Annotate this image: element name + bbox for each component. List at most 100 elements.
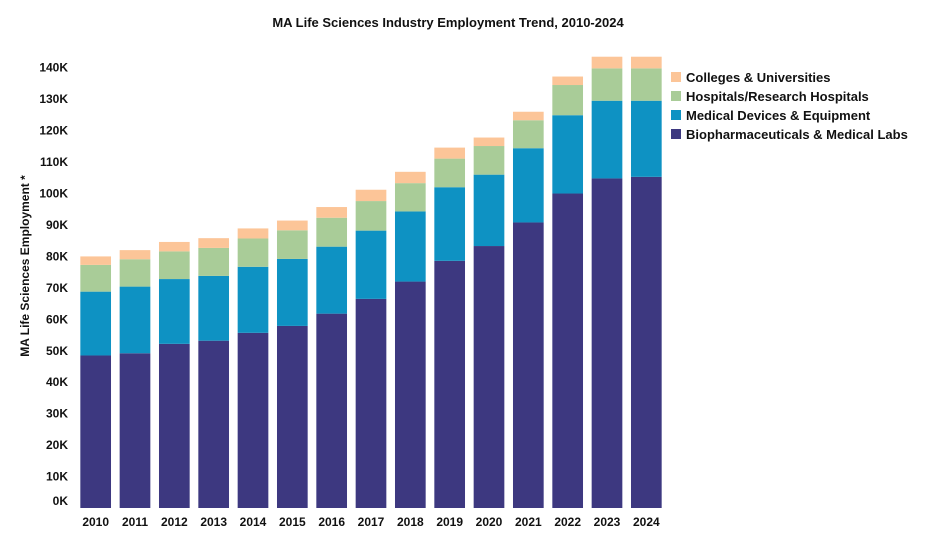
bar-segment-2-2024 — [630, 100, 662, 177]
x-tick-label: 2019 — [436, 515, 463, 529]
bar-segment-4-2012 — [158, 241, 190, 252]
x-tick-label: 2011 — [122, 515, 148, 529]
bar-segment-4-2024 — [630, 56, 662, 69]
x-tick-label: 2018 — [397, 515, 424, 529]
y-tick-label: 110K — [40, 155, 68, 169]
bar-segment-1-2024 — [630, 176, 662, 508]
x-tick-label: 2016 — [318, 515, 345, 529]
x-tick-label: 2017 — [358, 515, 385, 529]
x-tick-label: 2021 — [515, 515, 542, 529]
bar-segment-3-2021 — [512, 120, 544, 149]
y-tick-label: 120K — [39, 124, 68, 138]
bar-segment-4-2020 — [473, 137, 505, 147]
bar-segment-1-2016 — [316, 313, 348, 508]
bar-segment-1-2022 — [552, 193, 584, 508]
bar-segment-1-2017 — [355, 298, 387, 508]
bar-segment-2-2019 — [434, 187, 466, 261]
bar-segment-3-2012 — [158, 251, 190, 280]
bar-segment-1-2015 — [276, 325, 308, 508]
bar-segment-2-2018 — [394, 211, 426, 282]
x-tick-label: 2020 — [476, 515, 503, 529]
bar-segment-2-2012 — [158, 279, 190, 344]
legend-swatch — [671, 129, 681, 139]
legend-entry: Colleges & Universities — [686, 70, 831, 85]
bar-segment-2-2020 — [473, 174, 505, 247]
bar-segment-2-2013 — [198, 275, 230, 341]
bar-segment-4-2015 — [276, 220, 308, 231]
x-axis-ticks: 2010 2011 2012 2013 2014 2015 2016 2017 2018 2019… — [82, 515, 660, 529]
x-tick-label: 2015 — [279, 515, 306, 529]
legend-swatch — [671, 91, 681, 101]
y-tick-label: 30K — [46, 407, 68, 421]
chart-title: MA Life Sciences Industry Employment Tre… — [272, 15, 624, 30]
y-axis-ticks: 0K 10K 20K 30K 40K 50K 60K 70K 80K 90K 100K 110K 120… — [39, 61, 68, 508]
legend-swatch — [671, 110, 681, 120]
legend-swatch — [671, 72, 681, 82]
bar-segment-3-2016 — [316, 217, 348, 247]
y-tick-label: 0K — [53, 494, 69, 508]
y-tick-label: 60K — [46, 312, 68, 326]
y-tick-label: 130K — [39, 92, 68, 106]
x-tick-label: 2023 — [594, 515, 621, 529]
bar-segment-2-2015 — [276, 258, 308, 326]
bar-segment-4-2017 — [355, 189, 387, 202]
bar-segment-1-2013 — [198, 340, 230, 508]
bar-segment-3-2017 — [355, 201, 387, 231]
bar-segment-1-2021 — [512, 222, 544, 508]
legend: Colleges & Universities Hospitals/Researc… — [671, 70, 908, 142]
y-axis-label: MA Life Sciences Employment * — [18, 175, 32, 357]
bar-segment-3-2013 — [198, 247, 230, 276]
bar-segment-1-2018 — [394, 281, 426, 508]
x-tick-label: 2024 — [633, 515, 660, 529]
bar-segment-3-2020 — [473, 146, 505, 175]
y-tick-label: 40K — [46, 375, 68, 389]
x-tick-label: 2014 — [240, 515, 267, 529]
bar-segment-2-2010 — [80, 291, 112, 356]
bar-segment-2-2021 — [512, 148, 544, 223]
legend-entry: Biopharmaceuticals & Medical Labs — [686, 127, 908, 142]
y-tick-label: 90K — [46, 218, 68, 232]
x-tick-label: 2013 — [200, 515, 227, 529]
legend-entry: Hospitals/Research Hospitals — [686, 89, 869, 104]
bar-segment-4-2023 — [591, 56, 623, 69]
bar-segment-3-2018 — [394, 183, 426, 212]
y-tick-label: 20K — [46, 438, 68, 452]
bar-segment-4-2010 — [80, 256, 112, 265]
bar-segment-3-2011 — [119, 259, 151, 287]
bar-segment-1-2023 — [591, 178, 623, 509]
bar-segment-4-2021 — [512, 111, 544, 121]
bar-segment-4-2014 — [237, 228, 269, 239]
bar-segment-2-2016 — [316, 246, 348, 314]
bar-segment-4-2018 — [394, 171, 426, 184]
y-tick-label: 50K — [46, 344, 68, 358]
bar-segment-1-2010 — [80, 355, 112, 508]
bar-segment-1-2019 — [434, 260, 466, 508]
bar-segment-2-2022 — [552, 115, 584, 194]
bar-segment-3-2023 — [591, 68, 623, 101]
x-tick-label: 2012 — [161, 515, 188, 529]
bar-segment-1-2014 — [237, 332, 269, 508]
bar-segment-1-2020 — [473, 246, 505, 509]
bar-segment-1-2012 — [158, 343, 190, 508]
bars — [80, 56, 662, 509]
y-tick-label: 80K — [46, 249, 68, 263]
y-tick-label: 100K — [39, 187, 68, 201]
bar-segment-4-2019 — [434, 147, 466, 159]
y-tick-label: 140K — [39, 61, 68, 75]
bar-segment-2-2017 — [355, 230, 387, 299]
bar-segment-2-2023 — [591, 100, 623, 179]
y-tick-label: 70K — [46, 281, 68, 295]
legend-entry: Medical Devices & Equipment — [686, 108, 871, 123]
bar-segment-3-2019 — [434, 158, 466, 188]
bar-segment-3-2022 — [552, 85, 584, 116]
bar-segment-3-2010 — [80, 264, 112, 292]
bar-segment-4-2013 — [198, 238, 230, 248]
bar-segment-3-2024 — [630, 68, 662, 101]
bar-segment-4-2016 — [316, 207, 348, 218]
bar-segment-3-2015 — [276, 230, 308, 259]
bar-segment-2-2011 — [119, 286, 151, 354]
bar-segment-3-2014 — [237, 238, 269, 267]
bar-segment-4-2011 — [119, 250, 151, 260]
